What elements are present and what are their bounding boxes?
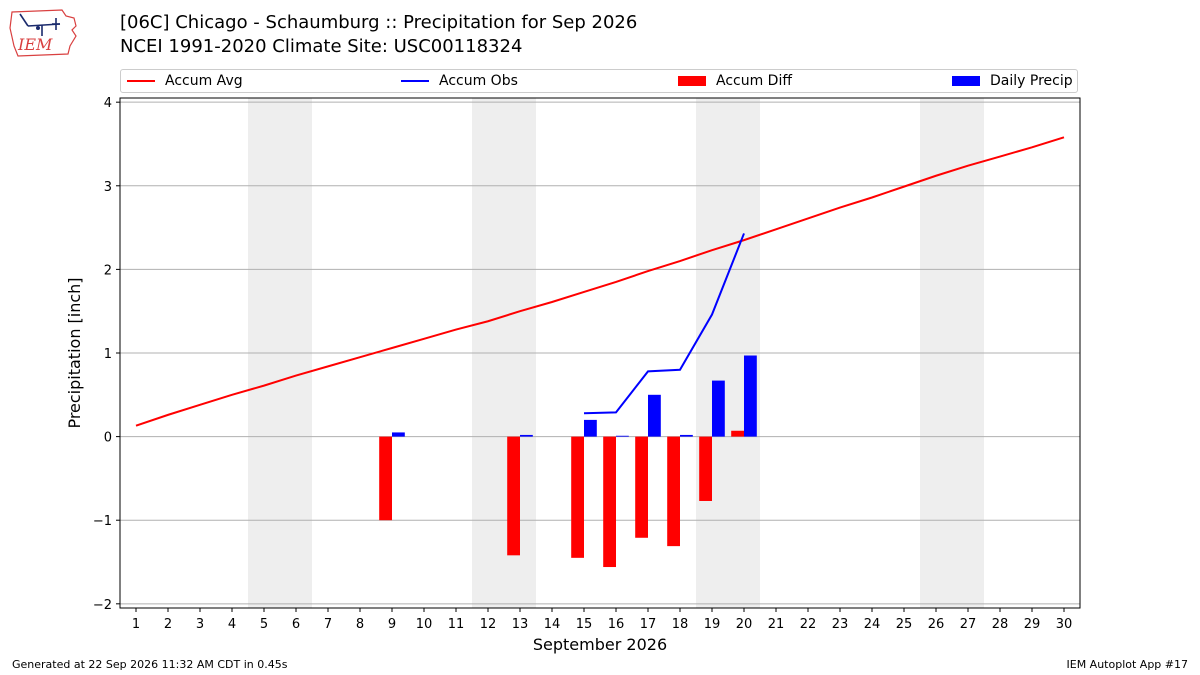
accum-diff-bar xyxy=(667,436,680,547)
accum-diff-bar xyxy=(603,436,616,568)
x-tick-label: 19 xyxy=(704,617,721,632)
accum-diff-bar xyxy=(699,436,712,501)
accum-diff-bar xyxy=(379,436,392,521)
x-tick-label: 26 xyxy=(928,617,945,632)
x-tick-label: 5 xyxy=(260,617,268,632)
x-tick-label: 8 xyxy=(356,617,364,632)
daily-precip-bar xyxy=(392,432,405,437)
x-tick-label: 18 xyxy=(672,617,689,632)
y-tick-label: 0 xyxy=(104,431,112,446)
accum-obs-line xyxy=(583,233,745,415)
x-tick-label: 23 xyxy=(832,617,849,632)
legend-item-daily-precip: Daily Precip xyxy=(952,73,1073,89)
daily-precip-bar xyxy=(712,380,725,437)
accum-diff-bar xyxy=(731,430,744,437)
y-axis-label: Precipitation [inch] xyxy=(65,277,84,428)
x-tick-label: 14 xyxy=(544,617,561,632)
accum-diff-bar xyxy=(571,436,584,558)
daily-precip-bar xyxy=(616,435,629,437)
legend-item-accum-obs: Accum Obs xyxy=(401,73,518,89)
legend-swatch-daily-precip xyxy=(952,76,980,86)
daily-precip-bar xyxy=(584,419,597,437)
chart-title: [06C] Chicago - Schaumburg :: Precipitat… xyxy=(120,12,638,33)
x-tick-label: 2 xyxy=(164,617,172,632)
y-tick-label: 2 xyxy=(104,263,112,278)
x-tick-label: 9 xyxy=(388,617,396,632)
y-tick-label: 4 xyxy=(104,96,112,111)
x-tick-label: 1 xyxy=(132,617,140,632)
daily-precip-bar xyxy=(680,434,693,437)
x-tick-label: 4 xyxy=(228,617,236,632)
x-tick-label: 27 xyxy=(960,617,977,632)
accum-diff-bar xyxy=(507,436,520,556)
svg-text:IEM: IEM xyxy=(17,35,53,54)
y-tick-label: 3 xyxy=(104,180,112,195)
x-tick-label: 6 xyxy=(292,617,300,632)
legend-label-daily-precip: Daily Precip xyxy=(990,73,1073,89)
x-tick-label: 20 xyxy=(736,617,753,632)
footer-generated-text: Generated at 22 Sep 2026 11:32 AM CDT in… xyxy=(12,658,288,671)
x-tick-label: 15 xyxy=(576,617,593,632)
x-tick-label: 3 xyxy=(196,617,204,632)
x-tick-label: 28 xyxy=(992,617,1009,632)
x-tick-label: 25 xyxy=(896,617,913,632)
daily-precip-bar xyxy=(648,394,661,437)
chart-legend: Accum Avg Accum Obs Accum Diff Daily Pre… xyxy=(120,69,1078,93)
x-tick-label: 16 xyxy=(608,617,625,632)
legend-label-accum-diff: Accum Diff xyxy=(716,73,793,89)
x-tick-label: 13 xyxy=(512,617,529,632)
legend-label-accum-avg: Accum Avg xyxy=(165,73,243,89)
legend-item-accum-avg: Accum Avg xyxy=(127,73,243,89)
x-tick-label: 12 xyxy=(480,617,497,632)
x-tick-label: 24 xyxy=(864,617,881,632)
x-tick-label: 11 xyxy=(448,617,465,632)
x-tick-label: 29 xyxy=(1024,617,1041,632)
x-tick-label: 21 xyxy=(768,617,785,632)
x-tick-label: 7 xyxy=(324,617,332,632)
x-tick-label: 10 xyxy=(416,617,433,632)
accum-diff-bar xyxy=(635,436,648,538)
daily-precip-bar xyxy=(520,434,533,437)
legend-label-accum-obs: Accum Obs xyxy=(439,73,518,89)
chart-subtitle: NCEI 1991-2020 Climate Site: USC00118324 xyxy=(120,36,523,57)
daily-precip-bar xyxy=(744,355,757,437)
y-tick-label: 1 xyxy=(104,347,112,362)
x-tick-label: 17 xyxy=(640,617,657,632)
footer-app-label: IEM Autoplot App #17 xyxy=(1066,658,1189,671)
iem-logo: IEM xyxy=(9,9,77,57)
legend-swatch-accum-diff xyxy=(678,76,706,86)
x-axis-label: September 2026 xyxy=(533,635,667,654)
y-tick-label: −1 xyxy=(93,514,112,529)
legend-swatch-accum-obs xyxy=(401,80,429,82)
x-tick-label: 22 xyxy=(800,617,817,632)
accum-avg-line xyxy=(135,136,1065,427)
x-tick-label: 30 xyxy=(1056,617,1073,632)
legend-swatch-accum-avg xyxy=(127,80,155,82)
y-tick-label: −2 xyxy=(93,598,112,613)
legend-item-accum-diff: Accum Diff xyxy=(678,73,792,89)
